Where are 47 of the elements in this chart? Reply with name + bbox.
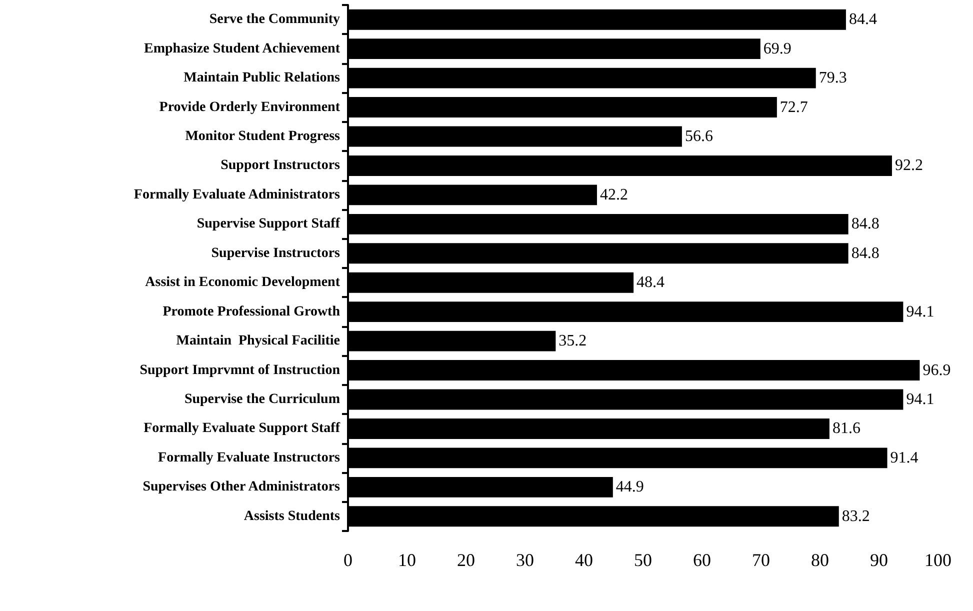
- data-label: 42.2: [600, 186, 628, 204]
- data-label: 84.8: [851, 216, 880, 233]
- x-tick-label: 10: [398, 550, 416, 570]
- data-label: 35.2: [558, 332, 587, 350]
- y-tick-label: Support Imprvmnt of Instruction: [140, 362, 340, 378]
- x-tick-label: 60: [693, 550, 711, 570]
- data-label: 81.6: [832, 420, 860, 438]
- data-label: 94.1: [906, 303, 934, 320]
- y-tick-label: Assist in Economic Development: [145, 275, 340, 290]
- x-tick-label: 80: [811, 550, 829, 570]
- y-tick-label: Support Instructors: [220, 158, 341, 174]
- y-tick-label: Formally Evaluate Support Staff: [144, 421, 340, 436]
- x-tick-label: 20: [457, 550, 475, 570]
- y-tick-label: Formally Evaluate Instructors: [158, 450, 341, 466]
- y-tick-label: Supervise Support Staff: [196, 216, 340, 232]
- x-tick-label: 50: [634, 550, 652, 570]
- data-label: 84.8: [851, 244, 880, 262]
- data-label: 69.9: [763, 40, 792, 58]
- data-label: 79.3: [818, 70, 847, 87]
- y-tick-label: Serve the Community: [209, 12, 340, 28]
- y-tick-label: Emphasize Student Achievement: [144, 41, 340, 56]
- data-label: 44.9: [616, 478, 644, 496]
- y-tick-label: Supervises Other Administrators: [142, 480, 341, 495]
- y-tick-label: Supervise Instructors: [211, 246, 341, 261]
- data-label: 72.7: [780, 98, 808, 116]
- y-tick-label: Promote Professional Growth: [162, 304, 340, 320]
- data-label: 48.4: [636, 274, 665, 292]
- data-label: 96.9: [922, 362, 951, 379]
- data-label: 84.4: [848, 11, 877, 28]
- y-tick-label: Monitor Student Progress: [185, 129, 341, 144]
- data-label: 91.4: [890, 449, 918, 466]
- data-label: 94.1: [906, 391, 934, 408]
- y-tick-label: Assists Students: [244, 508, 341, 524]
- x-tick-label: 70: [752, 550, 770, 570]
- x-tick-label: 30: [516, 550, 534, 570]
- data-label: 83.2: [842, 508, 870, 525]
- data-label: 92.2: [894, 157, 923, 174]
- y-tick-label: Supervise the Curriculum: [184, 392, 340, 407]
- x-tick-label: 0: [344, 550, 352, 570]
- x-tick-label: 100: [924, 550, 952, 570]
- y-tick-label: Maintain Physical Facilitie: [176, 334, 340, 349]
- x-tick-label: 40: [575, 550, 593, 570]
- x-tick-label: 90: [870, 550, 888, 570]
- data-label: 56.6: [684, 128, 713, 145]
- y-tick-label: Formally Evaluate Administrators: [134, 187, 341, 202]
- y-tick-label: Provide Orderly Environment: [159, 100, 340, 115]
- y-tick-label: Maintain Public Relations: [184, 70, 341, 86]
